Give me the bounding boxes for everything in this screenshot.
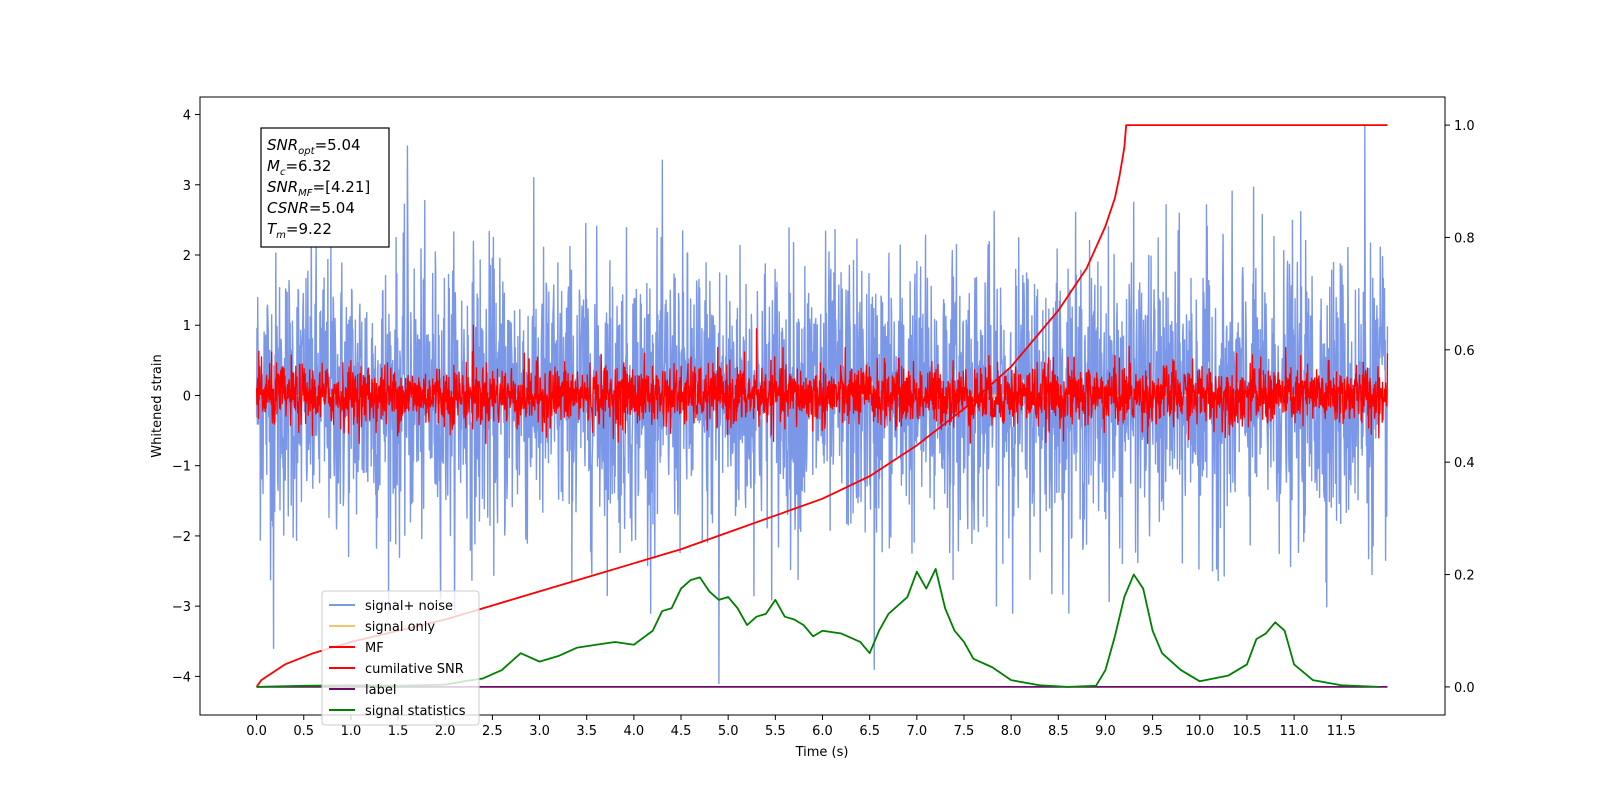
y-tick-label: −1 — [172, 460, 191, 475]
y-tick-label: −3 — [172, 600, 191, 615]
x-tick-label: 4.5 — [671, 724, 692, 739]
series-signal-noise-line — [255, 124, 1389, 685]
x-tick-label: 6.0 — [812, 724, 833, 739]
legend-frame — [321, 590, 480, 726]
y-axis: 4 3 2 1 0 −1 −2 −3 −4 — [172, 109, 200, 685]
annotation-line: SNRopt=5.04 — [267, 136, 361, 157]
x-tick-label: 8.0 — [1001, 724, 1022, 739]
x-tick-label: 1.0 — [341, 724, 362, 739]
y-axis-label: Whitened strain — [150, 354, 165, 457]
y-tick-label: −2 — [172, 530, 191, 545]
y-tick-label: 3 — [183, 179, 191, 194]
y2-tick-label: 0.0 — [1454, 681, 1475, 696]
x-tick-label: 6.5 — [859, 724, 880, 739]
y-tick-label: 2 — [183, 249, 191, 264]
x-tick-label: 3.5 — [576, 724, 597, 739]
legend-label: label — [365, 683, 396, 698]
x-tick-label: 5.0 — [718, 724, 739, 739]
y2-axis: 1.0 0.8 0.6 0.4 0.2 0.0 — [1445, 119, 1475, 696]
y-tick-label: −4 — [172, 670, 191, 685]
x-tick-label: 3.0 — [529, 724, 550, 739]
annotation-box-frame — [260, 127, 390, 248]
legend-label: MF — [365, 641, 384, 656]
legend-label: cumilative SNR — [365, 662, 464, 677]
x-tick-label: 2.5 — [482, 724, 503, 739]
annotation-line: Tm=9.22 — [267, 220, 332, 241]
x-tick-label: 0.0 — [246, 724, 267, 739]
annotation-line: SNRMF=[4.21] — [267, 178, 370, 199]
x-axis: 0.0 0.5 1.0 1.5 2.0 2.5 3.0 3.5 4.0 4.5 5.0 5.5 6.0 6… — [246, 715, 1356, 739]
x-axis-label: Time (s) — [795, 745, 849, 760]
x-tick-label: 5.5 — [765, 724, 786, 739]
x-tick-label: 7.5 — [954, 724, 975, 739]
x-tick-label: 2.0 — [435, 724, 456, 739]
x-tick-label: 7.0 — [906, 724, 927, 739]
y-tick-label: 1 — [183, 319, 191, 334]
y2-tick-label: 0.2 — [1454, 569, 1475, 584]
y-tick-label: 0 — [183, 389, 191, 404]
y2-tick-label: 0.6 — [1454, 344, 1475, 359]
y2-tick-label: 1.0 — [1454, 119, 1475, 134]
annotation-line: Mc=6.32 — [267, 157, 331, 178]
y-tick-label: 4 — [183, 109, 191, 124]
x-tick-label: 8.5 — [1048, 724, 1069, 739]
legend-label: signal statistics — [365, 704, 466, 719]
legend-label: signal only — [365, 620, 435, 635]
x-tick-label: 10.5 — [1232, 724, 1261, 739]
y2-tick-label: 0.8 — [1454, 231, 1475, 246]
x-tick-label: 11.0 — [1280, 724, 1309, 739]
y2-tick-label: 0.4 — [1454, 456, 1475, 471]
x-tick-label: 10.0 — [1185, 724, 1214, 739]
annotation-line: CSNR=5.04 — [267, 199, 355, 217]
series-mf-line — [255, 324, 1389, 445]
x-tick-label: 0.5 — [293, 724, 314, 739]
x-tick-label: 9.0 — [1095, 724, 1116, 739]
x-tick-label: 4.0 — [624, 724, 645, 739]
x-tick-label: 11.5 — [1327, 724, 1356, 739]
legend: signal+ noise signal only MF cumilative SNR… — [321, 590, 480, 726]
x-tick-label: 9.5 — [1142, 724, 1163, 739]
x-tick-label: 1.5 — [388, 724, 409, 739]
legend-label: signal+ noise — [365, 599, 453, 614]
series-signal-statistics-line — [256, 568, 1380, 688]
